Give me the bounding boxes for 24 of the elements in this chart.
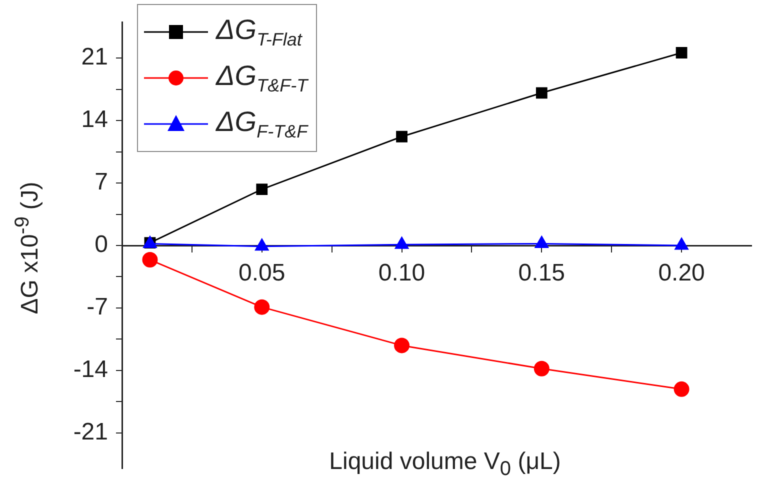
y-tick-label: -14 <box>73 356 108 384</box>
y-tick-label: 7 <box>94 168 108 196</box>
y-tick-label: 21 <box>81 44 108 71</box>
point <box>254 299 270 315</box>
legend-label: ΔG$_{F-T&F}$ <box>216 106 308 142</box>
point <box>676 47 688 58</box>
legend-label: ΔG$_{T&F-T}$ <box>216 60 308 96</box>
x-axis-title: Liquid volume V$_{0}$ (μL) <box>329 448 561 481</box>
y-tick-label: -7 <box>86 294 108 321</box>
point <box>142 252 158 268</box>
y-tick-label: 0 <box>94 231 108 258</box>
point <box>536 87 548 99</box>
y-tick-label: -21 <box>73 418 108 446</box>
point <box>534 360 550 376</box>
point <box>394 338 410 354</box>
point <box>256 184 268 195</box>
point <box>396 130 408 142</box>
y-tick-label: 14 <box>81 106 108 134</box>
x-tick-label: 0.05 <box>238 260 286 287</box>
point <box>674 381 690 397</box>
x-tick-label: 0.20 <box>658 260 705 287</box>
x-tick-label: 0.15 <box>518 260 566 287</box>
legend-label: ΔG$_{T-Flat}$ <box>216 14 302 50</box>
x-tick-label: 0.10 <box>378 260 426 287</box>
